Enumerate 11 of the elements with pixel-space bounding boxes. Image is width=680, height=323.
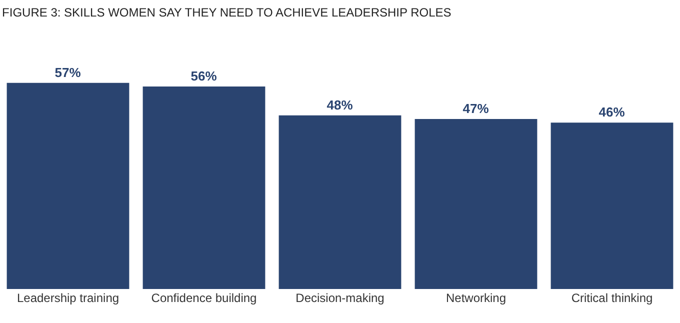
x-tick-label: Confidence building [151, 291, 257, 305]
x-tick-label: Critical thinking [571, 291, 653, 305]
x-tick-label: Decision-making [296, 291, 384, 305]
data-label: 56% [190, 68, 218, 84]
x-tick-label: Networking [446, 291, 506, 305]
data-label: 57% [54, 64, 82, 80]
data-label: 46% [598, 104, 626, 120]
x-tick-label: Leadership training [16, 291, 120, 305]
data-label: 47% [462, 101, 490, 116]
chart-title: FIGURE 3: SKILLS WOMEN SAY THEY NEED TO ACHIEVE LEADERSHIP ROLES [2, 5, 452, 20]
data-label: 48% [326, 97, 354, 112]
